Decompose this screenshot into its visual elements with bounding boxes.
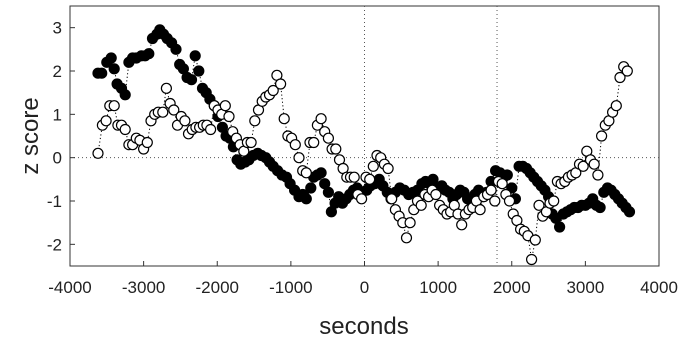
open-data-point bbox=[474, 204, 486, 216]
open-data-point bbox=[548, 195, 560, 207]
filled-markers bbox=[92, 24, 636, 233]
open-data-point bbox=[293, 152, 305, 164]
open-data-point bbox=[278, 113, 290, 125]
y-tick-label: -2 bbox=[47, 235, 62, 254]
open-data-point bbox=[205, 123, 217, 136]
open-data-point bbox=[386, 193, 398, 205]
y-axis: -2 -1 0 1 2 3 bbox=[47, 19, 75, 254]
open-data-point bbox=[592, 169, 604, 181]
open-data-point bbox=[92, 147, 104, 159]
open-data-point bbox=[315, 113, 327, 125]
y-tick-label: 1 bbox=[53, 105, 62, 124]
filled-data-point bbox=[185, 74, 198, 86]
open-data-point bbox=[160, 82, 172, 94]
open-data-point bbox=[356, 193, 368, 205]
open-data-point bbox=[179, 115, 191, 127]
open-data-point bbox=[415, 199, 427, 211]
y-tick-label: 3 bbox=[53, 19, 62, 38]
open-data-point bbox=[503, 195, 516, 207]
open-data-point bbox=[157, 106, 169, 118]
open-data-point bbox=[330, 143, 342, 155]
open-data-point bbox=[489, 195, 501, 207]
filled-data-point bbox=[322, 186, 334, 198]
filled-data-point bbox=[594, 201, 606, 214]
x-tick-label: -3000 bbox=[122, 278, 165, 297]
open-data-point bbox=[533, 199, 545, 211]
x-tick-label: 3000 bbox=[566, 278, 604, 297]
open-data-point bbox=[249, 115, 261, 127]
y-tick-label: 2 bbox=[53, 62, 62, 81]
x-tick-label: -4000 bbox=[48, 278, 91, 297]
open-data-point bbox=[267, 84, 279, 97]
open-data-point bbox=[577, 160, 589, 172]
filled-data-point bbox=[189, 50, 201, 62]
open-data-point bbox=[275, 78, 287, 90]
filled-data-point bbox=[305, 182, 317, 194]
open-data-point bbox=[529, 234, 541, 246]
open-data-point bbox=[588, 158, 600, 170]
filled-data-point bbox=[623, 206, 636, 218]
open-data-point bbox=[364, 173, 376, 185]
y-tick-label: 0 bbox=[53, 149, 62, 168]
x-tick-label: 1000 bbox=[419, 278, 457, 297]
open-data-point bbox=[141, 136, 153, 149]
filled-data-point bbox=[427, 173, 439, 185]
open-data-point bbox=[108, 100, 120, 112]
filled-data-point bbox=[501, 169, 513, 181]
filled-data-point bbox=[315, 167, 327, 179]
filled-data-point bbox=[193, 65, 205, 77]
open-data-point bbox=[348, 171, 360, 183]
open-data-point bbox=[322, 132, 334, 144]
open-markers bbox=[92, 61, 633, 266]
x-axis-title: seconds bbox=[319, 313, 408, 340]
open-data-point bbox=[430, 188, 442, 201]
open-data-point bbox=[168, 104, 180, 116]
open-data-point bbox=[245, 136, 257, 149]
open-data-point bbox=[485, 184, 497, 196]
x-tick-label: -2000 bbox=[196, 278, 239, 297]
x-tick-label: 0 bbox=[360, 278, 369, 297]
open-data-point bbox=[496, 178, 508, 190]
open-data-point bbox=[367, 160, 379, 172]
filled-data-point bbox=[553, 221, 566, 233]
open-data-point bbox=[404, 217, 416, 229]
x-tick-label: 2000 bbox=[493, 278, 531, 297]
filled-data-point bbox=[119, 89, 131, 101]
open-data-point bbox=[308, 136, 320, 149]
y-tick-label: -1 bbox=[47, 192, 62, 211]
plot-area bbox=[69, 5, 660, 267]
x-tick-label: 4000 bbox=[640, 278, 678, 297]
open-data-point bbox=[119, 123, 131, 136]
open-data-point bbox=[100, 115, 112, 127]
open-data-point bbox=[223, 110, 235, 123]
open-data-point bbox=[219, 100, 231, 112]
open-data-point bbox=[621, 65, 633, 77]
open-data-point bbox=[289, 139, 301, 151]
x-tick-label: -1000 bbox=[269, 278, 312, 297]
open-data-point bbox=[525, 253, 538, 266]
x-axis: -4000 -3000 -2000 -1000 0 1000 2000 3000 4000 bbox=[48, 261, 678, 297]
open-data-point bbox=[456, 219, 468, 231]
filled-data-point bbox=[108, 63, 120, 75]
open-data-point bbox=[400, 232, 413, 244]
series-layer bbox=[92, 24, 636, 266]
open-data-point bbox=[300, 167, 312, 179]
filled-data-point bbox=[143, 48, 155, 60]
filled-data-point bbox=[96, 67, 108, 79]
open-data-point bbox=[610, 100, 622, 112]
open-data-point bbox=[595, 130, 608, 142]
filled-data-point bbox=[105, 52, 117, 64]
open-data-point bbox=[614, 71, 626, 84]
open-data-point bbox=[382, 162, 394, 175]
y-axis-title: z score bbox=[17, 97, 44, 174]
filled-data-point bbox=[170, 43, 182, 55]
filled-data-point bbox=[300, 193, 312, 205]
